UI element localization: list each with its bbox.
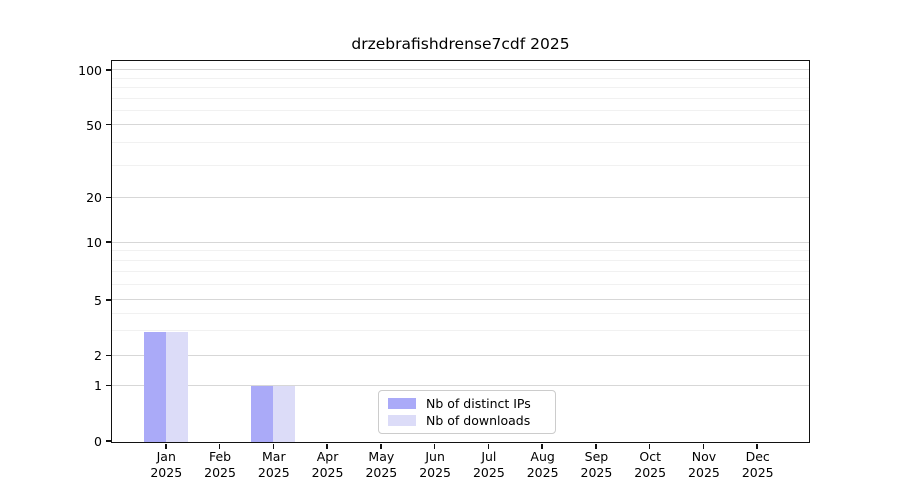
x-tick-label-month: Sep xyxy=(584,449,609,464)
x-tick-label: Nov 2025 xyxy=(672,449,736,480)
x-tick-mark xyxy=(756,443,758,449)
x-tick-mark xyxy=(702,443,705,449)
x-axis-labels: Jan 2025 Feb 2025 Mar 2025 Apr 2025 May 2025 Jun 20… xyxy=(111,449,810,489)
x-tick-mark xyxy=(165,443,167,449)
minor-gridline xyxy=(112,164,809,166)
minor-gridline xyxy=(112,250,809,252)
x-tick-label-month: Aug xyxy=(530,449,555,464)
x-tick-label-year: 2025 xyxy=(472,464,505,480)
y-tick-label: 1 xyxy=(94,378,102,394)
x-tick-label-year: 2025 xyxy=(634,464,667,480)
x-tick-mark xyxy=(433,443,436,449)
plot-area: Nb of distinct IPs Nb of downloads xyxy=(105,60,810,449)
major-gridline xyxy=(112,299,809,301)
bar-distinct-ips xyxy=(143,331,166,442)
y-tick-label: 10 xyxy=(86,235,102,251)
bar-distinct-ips xyxy=(251,386,274,442)
legend-swatch-distinct-ips-icon xyxy=(388,398,416,409)
x-tick-label-year: 2025 xyxy=(365,464,398,480)
chart-title: drzebrafishdrense7cdf 2025 xyxy=(351,35,570,53)
x-tick-mark xyxy=(326,443,328,449)
minor-gridline xyxy=(112,109,809,111)
y-tick-mark xyxy=(105,384,111,387)
minor-gridline xyxy=(112,284,809,286)
x-tick-label: Jul 2025 xyxy=(457,449,521,480)
x-tick-label-month: Jun xyxy=(425,449,445,464)
bar-downloads xyxy=(165,331,188,442)
y-tick-mark xyxy=(105,440,111,442)
major-gridline xyxy=(112,354,809,356)
y-axis-labels: 0 1 2 5 10 20 50 100 xyxy=(0,60,102,449)
legend-label-downloads: Nb of downloads xyxy=(426,413,531,428)
x-tick-mark xyxy=(272,443,275,449)
legend-item-downloads: Nb of downloads xyxy=(388,413,546,428)
legend-swatch-downloads-icon xyxy=(388,415,416,426)
x-tick-mark xyxy=(380,443,382,449)
x-tick-label-month: Dec xyxy=(745,449,770,464)
y-tick-mark xyxy=(105,299,111,301)
legend-item-distinct-ips: Nb of distinct IPs xyxy=(388,396,546,411)
x-tick-mark xyxy=(541,443,543,449)
x-tick-mark xyxy=(595,443,597,449)
y-tick-mark xyxy=(105,354,111,357)
y-tick-mark xyxy=(105,69,111,71)
y-tick-label: 20 xyxy=(86,190,102,206)
x-tick-mark xyxy=(648,443,651,449)
bar-downloads xyxy=(273,386,296,442)
legend: Nb of distinct IPs Nb of downloads xyxy=(378,390,556,434)
x-tick-label-month: Oct xyxy=(639,449,661,464)
x-tick-label-month: Jan xyxy=(156,449,176,464)
y-tick-label: 50 xyxy=(86,117,102,133)
x-tick-label: Sep 2025 xyxy=(564,449,628,480)
minor-gridline xyxy=(112,312,809,314)
major-gridline xyxy=(112,69,809,71)
minor-gridline xyxy=(112,330,809,332)
x-tick-label-month: Jul xyxy=(481,449,497,464)
x-tick-label: Jan 2025 xyxy=(134,449,198,480)
minor-gridline xyxy=(112,271,809,273)
major-gridline xyxy=(112,241,809,243)
x-tick-label-year: 2025 xyxy=(526,464,559,480)
x-tick-label: May 2025 xyxy=(349,449,413,480)
x-tick-label-month: Feb xyxy=(208,449,232,464)
x-tick-label: Oct 2025 xyxy=(618,449,682,480)
minor-gridline xyxy=(112,260,809,262)
y-tick-label: 5 xyxy=(94,292,102,308)
x-tick-label-year: 2025 xyxy=(741,464,774,480)
x-tick-label: Mar 2025 xyxy=(242,449,306,480)
minor-gridline xyxy=(112,77,809,79)
minor-gridline xyxy=(112,141,809,143)
major-gridline xyxy=(112,384,809,386)
major-gridline xyxy=(112,124,809,126)
x-tick-mark xyxy=(218,443,221,449)
y-tick-label: 2 xyxy=(94,348,102,364)
x-tick-mark xyxy=(487,443,490,449)
major-gridline xyxy=(112,196,809,198)
x-tick-label-month: Apr xyxy=(316,449,339,464)
y-tick-mark xyxy=(105,241,111,243)
y-tick-label: 100 xyxy=(78,62,102,78)
x-tick-label-year: 2025 xyxy=(580,464,613,480)
x-tick-label-year: 2025 xyxy=(419,464,452,480)
x-tick-label: Jun 2025 xyxy=(403,449,467,480)
x-tick-label: Aug 2025 xyxy=(511,449,575,480)
x-tick-label-year: 2025 xyxy=(150,464,183,480)
x-tick-label-year: 2025 xyxy=(311,464,344,480)
x-tick-label-year: 2025 xyxy=(257,464,290,480)
x-tick-label: Apr 2025 xyxy=(296,449,360,480)
x-tick-label-month: May xyxy=(368,449,395,464)
minor-gridline xyxy=(112,97,809,99)
x-tick-label: Feb 2025 xyxy=(188,449,252,480)
x-tick-label-year: 2025 xyxy=(688,464,720,480)
y-tick-label: 0 xyxy=(94,434,102,449)
y-tick-mark xyxy=(105,123,111,126)
legend-label-distinct-ips: Nb of distinct IPs xyxy=(426,396,531,411)
y-tick-mark xyxy=(105,196,111,199)
x-tick-label-month: Nov xyxy=(691,449,717,464)
x-tick-label-month: Mar xyxy=(262,449,286,464)
x-tick-label-year: 2025 xyxy=(204,464,236,480)
minor-gridline xyxy=(112,87,809,89)
x-tick-label: Dec 2025 xyxy=(726,449,790,480)
